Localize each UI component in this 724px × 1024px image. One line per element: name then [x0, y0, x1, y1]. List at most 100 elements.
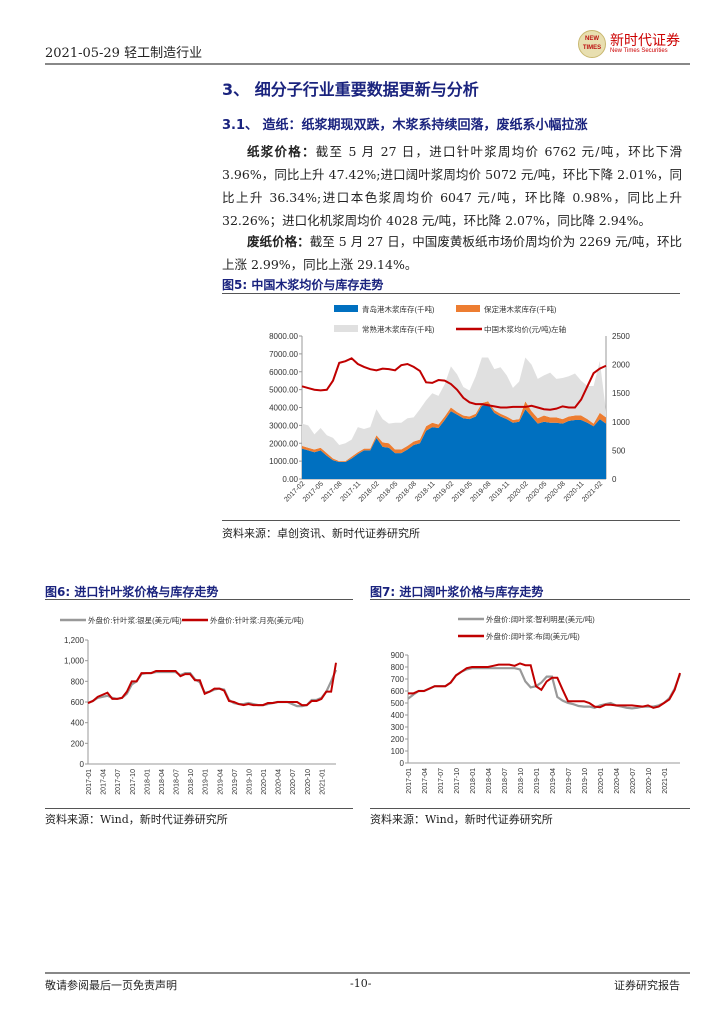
- x-tick-label: 2017-04: [101, 769, 108, 795]
- header-divider: [45, 63, 690, 65]
- y-tick-label: 600: [391, 687, 405, 696]
- x-tick-label: 2017-01: [406, 768, 413, 794]
- figure5-source: 资料来源：卓创资讯、新时代证券研究所: [222, 527, 420, 540]
- x-tick-label: 2019-07: [232, 769, 239, 795]
- paragraph-text: 截至 5 月 27 日，进口针叶浆周均价 6762 元/吨，环比下滑 3.96%…: [222, 144, 682, 228]
- x-tick-label: 2020-04: [276, 769, 283, 795]
- y-tick-label: 2000.00: [269, 439, 298, 448]
- y-tick-label: 600: [71, 698, 85, 707]
- x-tick-label: 2019-10: [246, 769, 253, 795]
- legend-label: 外盘价:阔叶浆:布阔(美元/吨): [486, 631, 580, 641]
- y-tick-label: 7000.00: [269, 350, 298, 359]
- x-tick-label: 2019-04: [550, 768, 557, 794]
- y-tick-label: 8000.00: [269, 332, 298, 341]
- y-tick-label: 6000.00: [269, 368, 298, 377]
- x-tick-label: 2020-10: [646, 768, 653, 794]
- x-tick-label: 2020-07: [630, 768, 637, 794]
- x-tick-label: 2019-07: [566, 768, 573, 794]
- figure5-title: 图5: 中国木浆均价与库存走势: [222, 278, 384, 292]
- y2-tick-label: 2000: [612, 361, 630, 370]
- legend-label: 外盘价:针叶浆:月亮(美元/吨): [210, 615, 304, 625]
- legend-label: 外盘价:针叶浆:银星(美元/吨): [88, 615, 182, 625]
- footer-divider: [45, 972, 690, 974]
- figure6-source: 资料来源：Wind，新时代证券研究所: [45, 813, 228, 826]
- legend-swatch: [334, 305, 358, 312]
- x-tick-label: 2018-01: [144, 769, 151, 795]
- y-tick-label: 300: [391, 723, 405, 732]
- paragraph-label: 废纸价格：: [247, 234, 310, 249]
- header-date-industry: 2021-05-29 轻工制造行业: [45, 46, 203, 61]
- y-tick-label: 1,000: [64, 657, 85, 666]
- x-tick-label: 2017-07: [115, 769, 122, 795]
- figure6-chart: 0 200 400 600 800 1,000 1,200 2017-01 2017-04 201…: [60, 615, 338, 795]
- y-tick-label: 200: [71, 739, 85, 748]
- footer-disclaimer[interactable]: 敬请参阅最后一页免责声明: [45, 979, 177, 992]
- y-tick-label: 900: [391, 651, 405, 660]
- y-tick-label: 4000.00: [269, 404, 298, 413]
- page-number: -10-: [350, 977, 372, 990]
- y-tick-label: 0.00: [282, 475, 298, 484]
- x-tick-label: 2017-04: [422, 768, 429, 794]
- figure5-source-rule: [222, 520, 680, 521]
- y-tick-label: 400: [391, 711, 405, 720]
- x-tick-label: 2018-01: [470, 768, 477, 794]
- logo-mark-icon: NEW TIMES: [578, 30, 606, 58]
- logo-en: New Times Securities: [610, 48, 668, 54]
- y-tick-label: 100: [391, 747, 405, 756]
- x-tick-label: 2017-01: [86, 769, 93, 795]
- line-series-3: [301, 357, 607, 411]
- figure7-source-rule: [370, 808, 690, 809]
- figure5-rule: [222, 293, 680, 294]
- legend-swatch: [456, 305, 480, 312]
- section-subtitle: 3.1、 造纸：纸浆期现双跌，木浆系持续回落，废纸系小幅拉涨: [222, 118, 588, 133]
- y-tick-label: 400: [71, 719, 85, 728]
- figure6-source-rule: [45, 808, 353, 809]
- y-tick-label: 3000.00: [269, 421, 298, 430]
- x-tick-label: 2019-10: [582, 768, 589, 794]
- x-tick-label: 2019-04: [217, 769, 224, 795]
- y-tick-label: 800: [71, 677, 85, 686]
- area-series-0: [302, 403, 606, 479]
- y-tick-label: 200: [391, 735, 405, 744]
- figure7-chart: 0 100 200 300 400 500 600 700 800 900 2017-01 2017-…: [391, 614, 682, 794]
- paragraph-pulp-price: 纸浆价格：截至 5 月 27 日，进口针叶浆周均价 6762 元/吨，环比下滑 …: [222, 140, 682, 232]
- x-tick-label: 2020-01: [598, 768, 605, 794]
- x-tick-label: 2018-07: [174, 769, 181, 795]
- x-tick-label: 2017-10: [130, 769, 137, 795]
- y-tick-label: 0: [80, 760, 85, 769]
- area-series-2: [302, 357, 606, 462]
- x-tick-label: 2018-04: [159, 769, 166, 795]
- logo-cn: 新时代证券: [610, 33, 680, 49]
- x-tick-label: 2018-04: [486, 768, 493, 794]
- legend-label: 青岛港木浆库存(千吨): [362, 304, 435, 314]
- x-tick-label: 2020-07: [290, 769, 297, 795]
- paragraph-label: 纸浆价格：: [247, 144, 316, 159]
- figure7-source: 资料来源：Wind，新时代证券研究所: [370, 813, 553, 826]
- paragraph-text: 截至 5 月 27 日，中国废黄板纸市场价周均价为 2269 元/吨，环比上涨 …: [222, 234, 682, 272]
- y-tick-label: 5000.00: [269, 386, 298, 395]
- company-logo: NEW TIMES 新时代证券 New Times Securities: [578, 30, 690, 60]
- x-tick-label: 2018-10: [518, 768, 525, 794]
- x-tick-label: 2020-10: [305, 769, 312, 795]
- figure6-title: 图6: 进口针叶浆价格与库存走势: [45, 585, 219, 599]
- x-tick-label: 2021-01: [662, 768, 669, 794]
- figure7-rule: [370, 599, 690, 600]
- legend-label: 中国木浆均价(元/吨)左轴: [484, 324, 566, 334]
- y-tick-label: 1,200: [64, 636, 85, 645]
- x-tick-label: 2020-04: [614, 768, 621, 794]
- y2-tick-label: 500: [612, 446, 626, 455]
- y2-tick-label: 1000: [612, 418, 630, 427]
- figure6-rule: [45, 599, 353, 600]
- legend-label: 保定港木浆库存(千吨): [484, 304, 557, 314]
- x-tick-label: 2019-01: [534, 768, 541, 794]
- line-series-0: [407, 667, 682, 710]
- legend-label: 外盘价:阔叶浆:智利明星(美元/吨): [486, 614, 595, 624]
- y-tick-label: 0: [400, 759, 405, 768]
- y2-tick-label: 1500: [612, 389, 630, 398]
- legend-label: 常熟港木浆库存(千吨): [362, 324, 435, 334]
- y2-tick-label: 2500: [612, 332, 630, 341]
- section-title: 3、 细分子行业重要数据更新与分析: [222, 80, 479, 99]
- line-series-1: [87, 662, 337, 707]
- figure7-title: 图7: 进口阔叶浆价格与库存走势: [370, 585, 544, 599]
